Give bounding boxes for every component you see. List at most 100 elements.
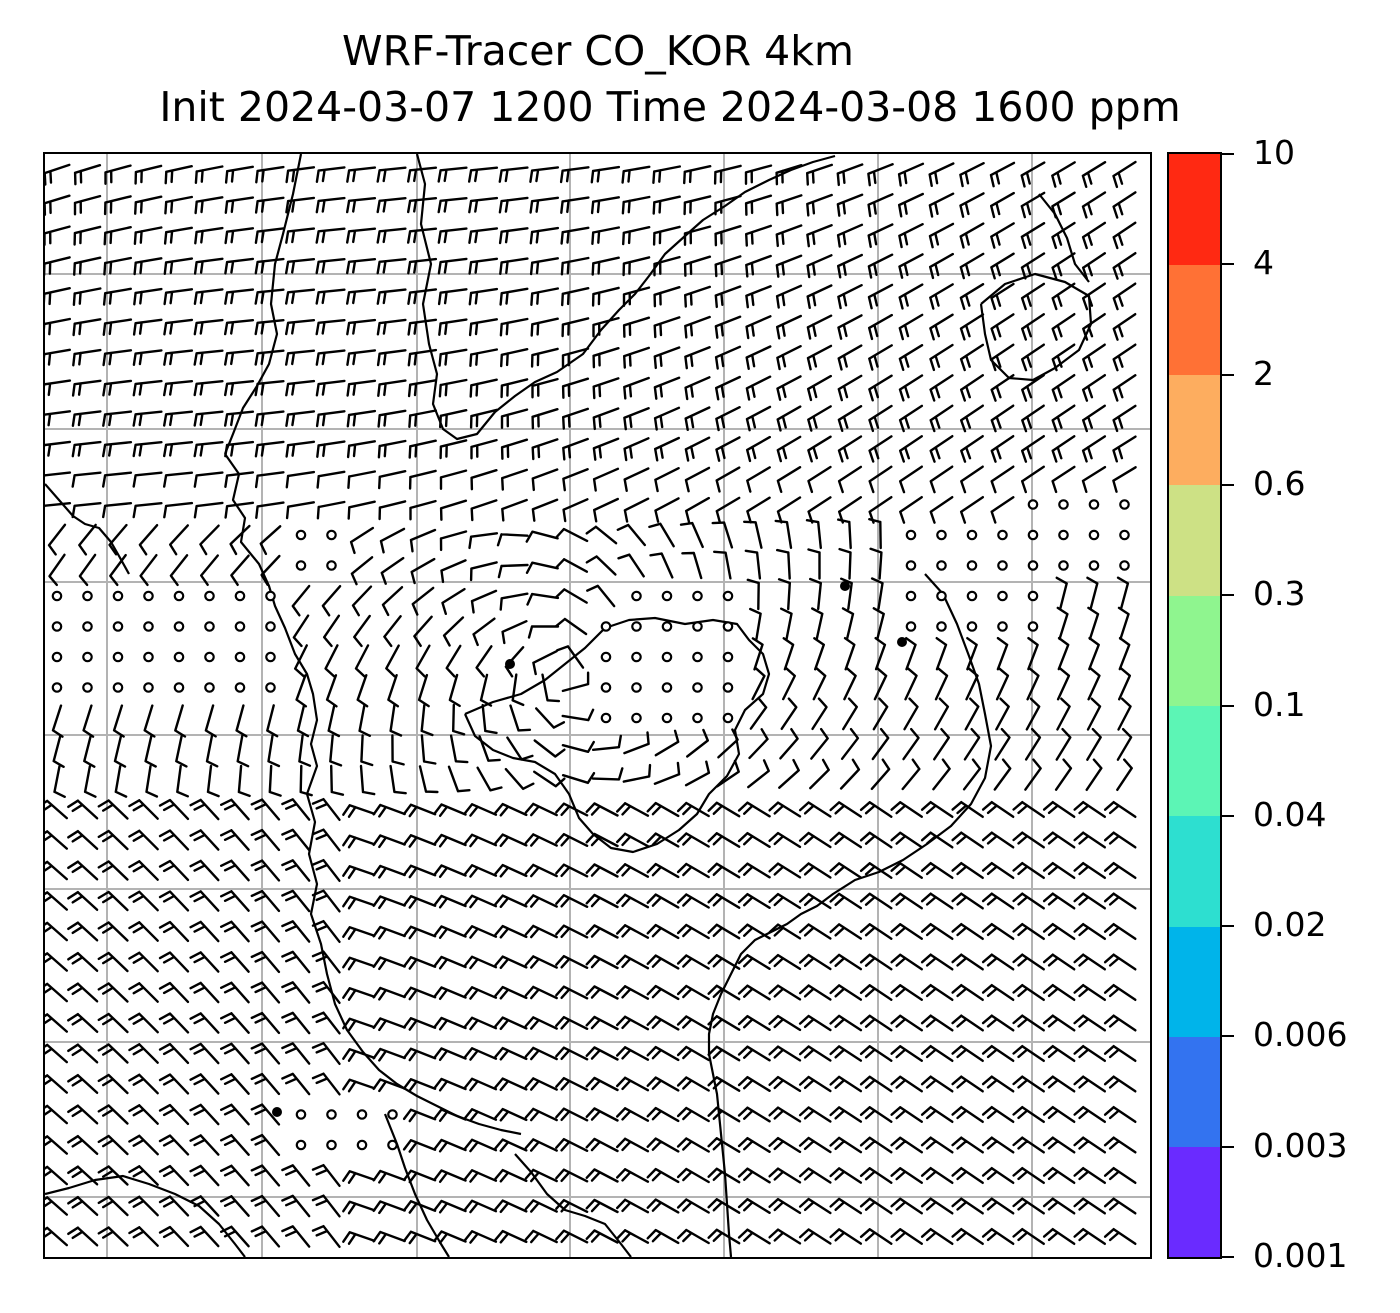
wind-barb — [163, 288, 194, 306]
wind-barb — [1112, 343, 1137, 372]
wind-barb — [1082, 404, 1106, 433]
wind-barb — [749, 697, 768, 730]
wind-barb — [646, 862, 680, 879]
wind-barb — [684, 315, 711, 339]
wind-barb — [1112, 160, 1137, 189]
wind-barb — [990, 222, 1015, 249]
calm-circle — [966, 529, 978, 541]
wind-barb — [97, 860, 129, 881]
wind-barb — [358, 704, 371, 737]
wind-barb — [653, 316, 681, 339]
wind-barb — [158, 1164, 190, 1187]
wind-barb — [646, 954, 680, 970]
wind-barb — [646, 801, 680, 818]
wind-barb — [1051, 191, 1076, 219]
wind-barb — [342, 1231, 376, 1245]
wind-barb — [511, 673, 525, 707]
wind-barb — [555, 985, 589, 1000]
map-canvas — [45, 154, 1150, 1257]
wind-barb — [684, 760, 711, 787]
wind-barb — [646, 832, 680, 848]
wind-barb — [1117, 606, 1130, 641]
wind-barb — [342, 1017, 376, 1032]
wind-barb — [562, 498, 589, 523]
wind-barb — [653, 406, 681, 431]
wind-barb — [452, 703, 466, 736]
wind-barb — [281, 981, 311, 1004]
wind-barb — [45, 1135, 68, 1155]
wind-barb — [205, 734, 219, 768]
wind-barb — [591, 286, 620, 307]
calm-circle — [265, 651, 276, 663]
wind-barb — [981, 862, 1015, 879]
wind-barb — [590, 196, 620, 215]
wind-barb — [715, 466, 741, 493]
wind-barb — [829, 1136, 863, 1154]
wind-barb — [717, 728, 739, 759]
wind-barb — [342, 1200, 376, 1215]
wind-barb — [254, 227, 285, 244]
wind-barb — [890, 831, 923, 849]
wind-barb — [1073, 1228, 1106, 1245]
wind-barb — [1073, 1136, 1106, 1154]
wind-barb — [837, 405, 863, 432]
wind-barb — [951, 1228, 984, 1245]
wind-barb — [1012, 831, 1045, 849]
wind-barb — [1042, 1167, 1076, 1184]
wind-barb — [859, 984, 893, 1001]
wind-barb — [837, 518, 852, 550]
wind-barb — [377, 409, 407, 428]
colorbar-tick — [1222, 925, 1234, 928]
calm-circle — [295, 529, 307, 541]
wind-barb — [1042, 953, 1076, 971]
wind-barb — [206, 764, 220, 798]
calm-circle — [631, 651, 642, 663]
wind-barb — [158, 829, 190, 851]
wind-barb — [494, 1107, 528, 1122]
wind-barb — [898, 192, 924, 218]
coastline — [224, 453, 522, 1136]
wind-barb — [555, 1199, 589, 1213]
wind-barb — [349, 526, 375, 555]
wind-barb — [236, 734, 250, 768]
wind-barb — [929, 343, 954, 372]
wind-barb — [437, 257, 468, 275]
wind-barb — [859, 1228, 893, 1245]
wind-barb — [837, 374, 863, 402]
wind-barb — [433, 925, 467, 939]
wind-barb — [102, 379, 133, 397]
wind-barb — [377, 379, 407, 397]
wind-barb — [372, 895, 406, 910]
wind-barb — [890, 1197, 923, 1215]
wind-barb — [679, 521, 704, 549]
wind-barb — [1103, 1136, 1137, 1154]
wind-barb — [158, 1103, 190, 1126]
wind-barb — [1042, 1075, 1076, 1093]
wind-barb — [524, 1168, 558, 1183]
calm-circle — [1058, 560, 1069, 571]
wind-barb — [747, 759, 770, 789]
wind-barb — [45, 225, 71, 246]
wind-barb — [103, 195, 132, 216]
wind-barb — [929, 374, 954, 402]
wind-barb — [108, 523, 128, 556]
wind-barb — [189, 798, 220, 821]
wind-barb — [224, 501, 255, 519]
wind-barb — [561, 377, 590, 399]
calm-circle — [143, 621, 154, 632]
wind-barb — [377, 439, 407, 459]
wind-barb — [951, 1167, 984, 1184]
wind-barb — [1056, 667, 1071, 701]
wind-barb — [224, 440, 255, 458]
wind-barb — [224, 196, 255, 214]
wind-barb — [809, 758, 830, 790]
calm-circle — [1119, 529, 1130, 541]
wind-barb — [890, 923, 923, 940]
wind-barb — [873, 667, 888, 701]
wind-barb — [132, 379, 163, 397]
wind-barb — [890, 1106, 923, 1123]
wind-barb — [1042, 801, 1076, 818]
wind-barb — [1087, 606, 1100, 641]
wind-barb — [959, 162, 985, 188]
wind-barb — [768, 923, 802, 940]
